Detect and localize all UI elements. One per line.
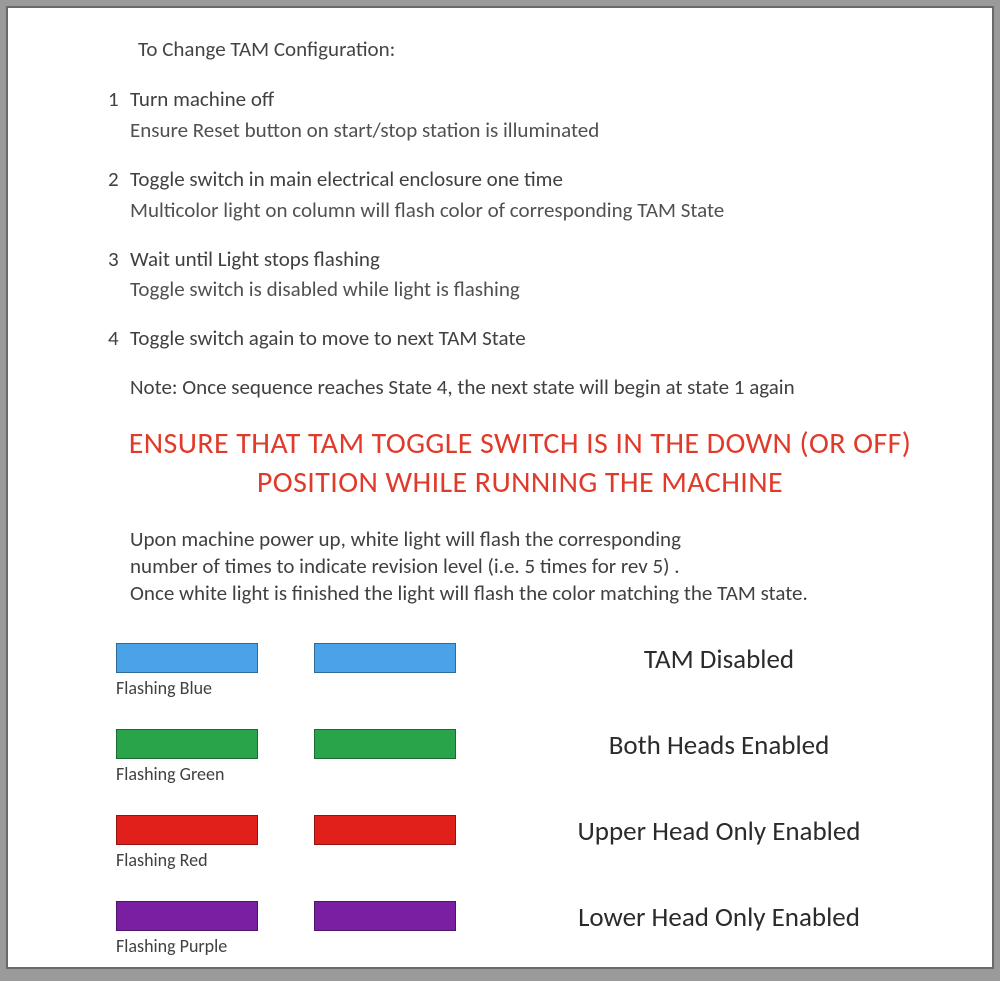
- swatch-label: Flashing Green: [116, 763, 506, 785]
- warning-line: POSITION WHILE RUNNING THE MACHINE: [257, 464, 783, 501]
- swatch-group: Flashing Green: [108, 729, 506, 785]
- step-sub-text: Toggle switch is disabled while light is…: [130, 276, 932, 303]
- step-number: 1: [108, 86, 119, 113]
- color-swatch: [116, 729, 258, 759]
- state-description: TAM Disabled: [506, 643, 932, 676]
- step-main-text: Turn machine off: [130, 86, 932, 113]
- swatch-group: Flashing Blue: [108, 643, 506, 699]
- step-number: 4: [108, 325, 119, 352]
- color-swatch: [314, 729, 456, 759]
- swatch-pair: [116, 729, 506, 759]
- powerup-text: Upon machine power up, white light will …: [130, 526, 922, 607]
- swatch-label: Flashing Red: [116, 849, 506, 871]
- state-row: Flashing Purple Lower Head Only Enabled: [108, 901, 932, 957]
- color-swatch: [314, 901, 456, 931]
- step-item: 2 Toggle switch in main electrical enclo…: [108, 166, 932, 224]
- color-swatch: [314, 815, 456, 845]
- instruction-page: To Change TAM Configuration: 1 Turn mach…: [6, 6, 994, 969]
- steps-list: 1 Turn machine off Ensure Reset button o…: [108, 86, 932, 352]
- powerup-line: Upon machine power up, white light will …: [130, 526, 681, 552]
- swatch-label: Flashing Purple: [116, 935, 506, 957]
- state-description: Both Heads Enabled: [506, 729, 932, 762]
- step-item: 3 Wait until Light stops flashing Toggle…: [108, 246, 932, 304]
- powerup-line: number of times to indicate revision lev…: [130, 553, 680, 579]
- step-number: 2: [108, 166, 119, 193]
- step-sub-text: Ensure Reset button on start/stop statio…: [130, 117, 932, 144]
- swatch-group: Flashing Red: [108, 815, 506, 871]
- state-table: Flashing Blue TAM Disabled Flashing Gree…: [108, 643, 932, 957]
- color-swatch: [116, 815, 258, 845]
- note-text: Note: Once sequence reaches State 4, the…: [130, 374, 932, 400]
- state-row: Flashing Blue TAM Disabled: [108, 643, 932, 699]
- state-description: Upper Head Only Enabled: [506, 815, 932, 848]
- swatch-group: Flashing Purple: [108, 901, 506, 957]
- state-row: Flashing Red Upper Head Only Enabled: [108, 815, 932, 871]
- page-content: To Change TAM Configuration: 1 Turn mach…: [8, 8, 992, 957]
- section-title: To Change TAM Configuration:: [138, 36, 932, 62]
- color-swatch: [314, 643, 456, 673]
- swatch-pair: [116, 643, 506, 673]
- swatch-pair: [116, 815, 506, 845]
- step-item: 4 Toggle switch again to move to next TA…: [108, 325, 932, 352]
- step-sub-text: Multicolor light on column will flash co…: [130, 197, 932, 224]
- color-swatch: [116, 901, 258, 931]
- swatch-pair: [116, 901, 506, 931]
- warning-line: ENSURE THAT TAM TOGGLE SWITCH IS IN THE …: [129, 425, 912, 462]
- step-main-text: Toggle switch again to move to next TAM …: [130, 325, 932, 352]
- step-number: 3: [108, 246, 119, 273]
- step-main-text: Toggle switch in main electrical enclosu…: [130, 166, 932, 193]
- color-swatch: [116, 643, 258, 673]
- swatch-label: Flashing Blue: [116, 677, 506, 699]
- step-item: 1 Turn machine off Ensure Reset button o…: [108, 86, 932, 144]
- step-main-text: Wait until Light stops flashing: [130, 246, 932, 273]
- powerup-line: Once white light is finished the light w…: [130, 580, 808, 606]
- state-row: Flashing Green Both Heads Enabled: [108, 729, 932, 785]
- state-description: Lower Head Only Enabled: [506, 901, 932, 934]
- warning-text: ENSURE THAT TAM TOGGLE SWITCH IS IN THE …: [108, 424, 932, 502]
